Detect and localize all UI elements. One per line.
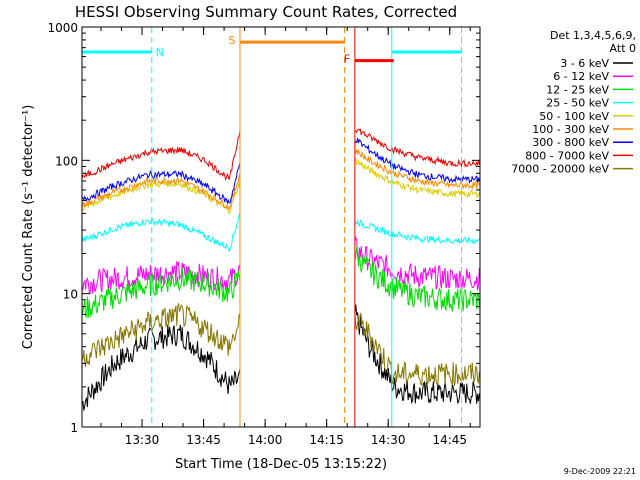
y-tick-label: 1000	[47, 21, 78, 35]
x-tick-label: 14:45	[432, 433, 467, 447]
series-line-6	[81, 162, 241, 205]
annotation-label-S: S	[228, 34, 235, 47]
series-line-3	[354, 219, 480, 245]
series-line-2	[81, 266, 241, 319]
y-axis-label: Corrected Count Rate (s⁻¹ detector⁻¹)	[21, 105, 36, 350]
annotation-label-N: N	[156, 46, 164, 59]
series-line-6	[354, 138, 480, 184]
series-line-7	[81, 130, 241, 181]
series-line-8	[81, 303, 241, 368]
x-tick-label: 14:15	[309, 433, 344, 447]
series-line-8	[354, 312, 480, 387]
legend-header-line2: Att 0	[610, 42, 636, 55]
x-tick-label: 13:45	[186, 433, 221, 447]
footer-date: 9-Dec-2009 22:21	[564, 467, 636, 476]
series-line-4	[354, 157, 480, 199]
series-line-7	[354, 128, 480, 169]
chart-title: HESSI Observing Summary Count Rates, Cor…	[75, 3, 457, 21]
x-tick-label: 14:00	[248, 433, 283, 447]
x-tick-label: 14:30	[371, 433, 406, 447]
legend-entry-label: 800 - 7000 keV	[525, 149, 609, 162]
data-layer	[81, 128, 480, 411]
x-axis-label: Start Time (18-Dec-05 13:15:22)	[175, 457, 387, 472]
legend-header-line1: Det 1,3,4,5,6,9,	[550, 29, 636, 42]
annotation-label-F: F	[344, 53, 350, 66]
annotation-layer: N S F	[82, 27, 463, 427]
axis-layer: 13:30 13:45 14:00 14:15 14:30 14:45 1 10 100 1000	[47, 21, 480, 447]
legend-entry-label: 300 - 800 keV	[532, 136, 609, 149]
series-line-5	[81, 172, 241, 210]
series-line-3	[81, 212, 241, 253]
series-line-0	[81, 324, 241, 411]
legend-entry-label: 6 - 12 keV	[553, 70, 609, 83]
series-line-0	[354, 304, 480, 405]
y-tick-label: 1	[70, 421, 78, 435]
series-line-4	[81, 179, 241, 215]
x-tick-label: 13:30	[125, 433, 160, 447]
legend-entry-label: 25 - 50 keV	[546, 97, 609, 110]
legend-entry-label: 100 - 300 keV	[532, 123, 609, 136]
legend-entry-label: 7000 - 20000 keV	[511, 163, 609, 176]
legend-entry-label: 12 - 25 keV	[546, 83, 609, 96]
plot-frame	[81, 26, 481, 428]
y-tick-label: 100	[55, 154, 78, 168]
y-tick-label: 10	[63, 288, 78, 302]
series-line-5	[354, 149, 480, 191]
legend-entry-label: 3 - 6 keV	[560, 57, 609, 70]
legend-entry-label: 50 - 100 keV	[539, 110, 609, 123]
series-line-1	[354, 235, 480, 291]
series-line-2	[354, 246, 480, 312]
